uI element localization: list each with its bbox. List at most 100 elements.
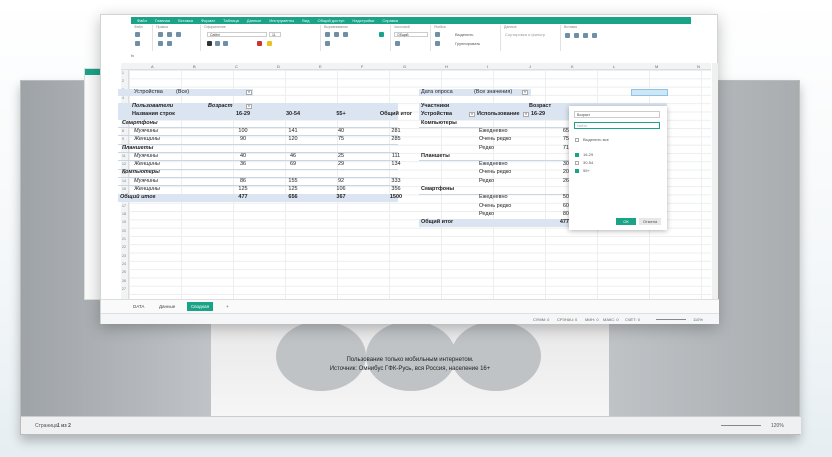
zoom-slider[interactable] [656,319,686,320]
column-header[interactable]: D [277,64,280,69]
add-sheet-button[interactable]: + [226,304,229,309]
undo-icon[interactable] [158,41,163,46]
font-size-select[interactable]: 11 [269,32,281,37]
row-header[interactable]: 27 [122,286,126,291]
column-header[interactable]: G [403,64,407,69]
row-header[interactable]: 22 [122,245,126,250]
column-header[interactable]: A [151,64,154,69]
cut-icon[interactable] [158,32,163,37]
menu-item[interactable]: Инструменты [269,18,295,23]
age-dropdown[interactable]: ▾ [246,104,252,109]
percent-icon[interactable] [395,41,400,46]
row-header[interactable]: 7 [122,120,124,125]
row-header[interactable]: 4 [122,95,124,100]
column-header[interactable]: K [571,64,574,69]
row-header[interactable]: 8 [122,129,124,134]
row-header[interactable]: 23 [122,253,126,258]
sheet-tab[interactable]: DATA [133,304,145,309]
devices-dropdown[interactable]: ▾ [469,112,475,118]
wrap-icon[interactable] [325,41,330,46]
column-header[interactable]: F [361,64,364,69]
sheet-tab[interactable]: Данные [159,304,176,309]
select-button[interactable]: Выделить [455,32,474,37]
ok-button[interactable]: ОК [616,218,636,225]
menu-item[interactable]: Файл [137,18,147,23]
column-header[interactable]: M [655,64,659,69]
menu-item[interactable]: Вставка [178,18,193,23]
selected-cell[interactable] [631,89,668,96]
age-option-checkbox[interactable] [575,153,579,157]
chart-icon[interactable] [565,33,570,38]
menu-item[interactable]: Формат [200,18,216,23]
italic-icon[interactable] [215,41,220,46]
align-center-icon[interactable] [334,32,339,37]
sheet-tab[interactable]: Сводная [187,302,214,311]
underline-icon[interactable] [223,41,228,46]
row-header[interactable]: 26 [122,278,126,283]
zoom-level[interactable]: 120% [771,423,784,429]
select-all-checkbox[interactable] [575,138,579,142]
save-icon[interactable] [135,41,140,46]
group-button[interactable]: Группировать [455,41,481,46]
row-header[interactable]: 20 [122,228,126,233]
row-header[interactable]: 10 [122,145,126,150]
fill-color-icon[interactable] [267,41,272,46]
number-format-select[interactable]: Общий [394,32,428,37]
usage-dropdown[interactable]: ▾ [523,112,529,118]
row-header[interactable]: 1 [122,71,124,75]
column-header[interactable]: C [235,64,238,69]
align-bottom-icon[interactable] [379,32,384,37]
row-header[interactable]: 2 [122,79,124,84]
copy-icon[interactable] [167,32,172,37]
textbox-icon[interactable] [592,33,597,38]
row-header[interactable]: 21 [122,237,126,241]
menu-item[interactable]: Главная [154,18,171,23]
age-option-checkbox[interactable] [575,161,579,165]
align-right-icon[interactable] [343,32,348,37]
row-header[interactable]: 14 [122,178,126,183]
print-icon[interactable] [135,32,140,37]
column-header[interactable]: N [697,64,700,69]
row-header[interactable]: 15 [122,187,126,192]
image-icon[interactable] [574,33,579,38]
column-header[interactable]: L [613,64,616,69]
font-select[interactable]: Calibri [207,32,267,37]
filter-dropdown[interactable]: ▾ [246,90,252,95]
menu-item[interactable]: Справка [382,18,399,23]
row-header[interactable]: 9 [122,137,124,142]
bold-icon[interactable] [207,41,212,46]
align-left-icon[interactable] [325,32,330,37]
sort-filter-button[interactable]: Сортировка и фильтр [505,32,546,37]
field-select[interactable]: Возраст [574,111,660,118]
row-header[interactable]: 17 [122,203,126,208]
row-header[interactable]: 24 [122,261,126,266]
formula-bar-label[interactable]: fx [131,53,135,58]
column-header[interactable]: I [487,64,489,69]
column-header[interactable]: E [319,64,322,69]
column-header[interactable]: B [193,64,196,69]
menu-item[interactable]: Общий доступ [317,18,345,23]
zoom-slider[interactable] [721,425,761,426]
vertical-scrollbar[interactable] [712,63,718,299]
age-option-checkbox[interactable] [575,169,579,173]
delete-cells-icon[interactable] [435,41,440,46]
redo-icon[interactable] [167,41,172,46]
menu-item[interactable]: Таблица [223,18,239,23]
row-header[interactable]: 13 [122,170,126,175]
filter-dropdown[interactable]: ▾ [522,90,528,95]
menu-item[interactable]: Надстройки [352,18,375,23]
row-header[interactable]: 12 [122,162,126,167]
row-header[interactable]: 18 [122,212,126,217]
menu-item[interactable]: Данные [246,18,262,23]
cancel-button[interactable]: Отмена [639,218,661,225]
link-icon[interactable] [583,33,588,38]
column-header[interactable]: J [529,64,531,69]
column-header[interactable]: H [445,64,448,69]
zoom-level[interactable]: 110% [693,317,703,322]
row-header[interactable]: 25 [122,270,126,275]
menu-item[interactable]: Вид [302,18,310,23]
font-color-icon[interactable] [257,41,262,46]
insert-cells-icon[interactable] [435,32,440,37]
row-header[interactable]: 19 [122,220,126,225]
filter-search-input[interactable]: Найти [574,122,660,129]
